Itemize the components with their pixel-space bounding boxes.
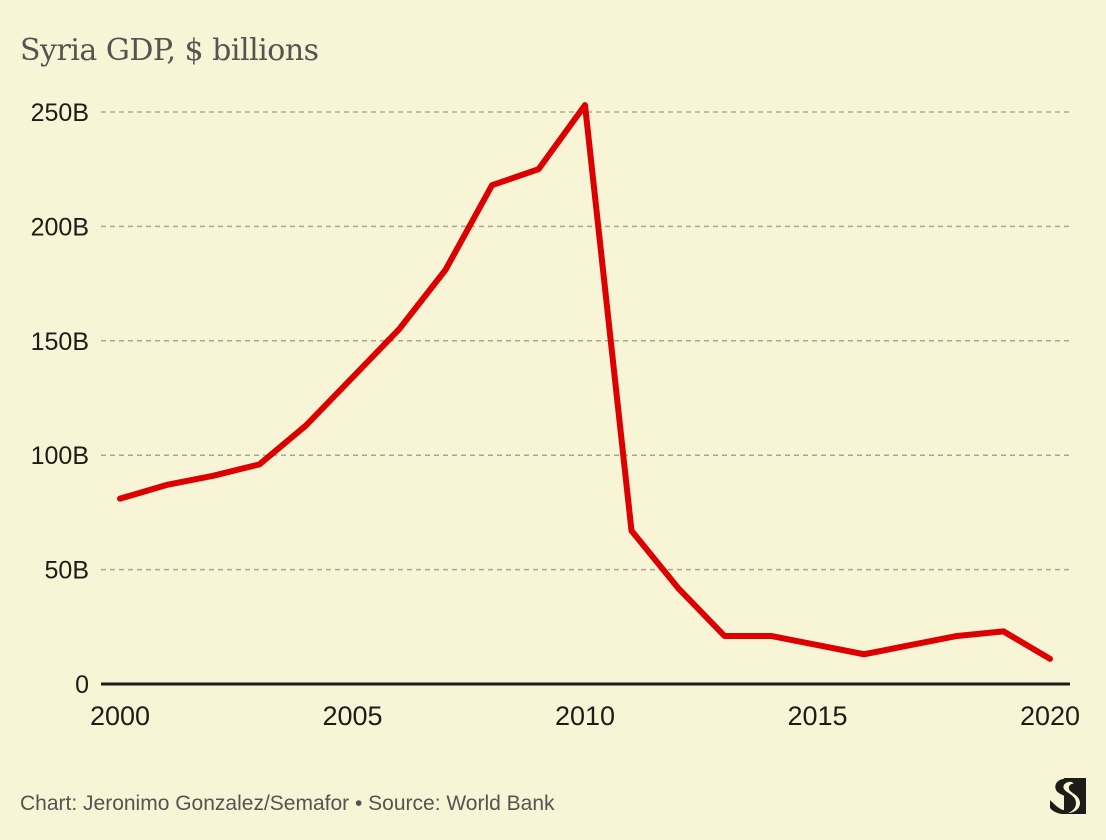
gridlines [101,111,1070,571]
x-tick-label: 2015 [787,701,847,731]
x-tick-label: 2020 [1020,701,1080,731]
chart-title: Syria GDP, $ billions [20,33,319,68]
series-group [117,102,1053,662]
y-tick-label: 200B [31,213,89,241]
y-tick-label: 150B [31,328,89,356]
series-line-gdp [117,102,1053,662]
y-tick-label: 250B [31,99,89,127]
y-axis-ticks: 0 50B 100B 150B 200B 250B [31,99,89,699]
chart-credit: Chart: Jeronimo Gonzalez/Semafor • Sourc… [20,792,555,815]
y-tick-label: 100B [31,442,89,470]
x-axis-ticks: 2000 2005 2010 2015 2020 [90,701,1080,731]
x-tick-label: 2000 [90,701,150,731]
x-tick-label: 2005 [322,701,382,731]
y-tick-label: 50B [45,557,89,585]
semafor-logo-icon [1050,778,1086,814]
x-tick-label: 2010 [555,701,615,731]
y-tick-label: 0 [75,671,89,699]
